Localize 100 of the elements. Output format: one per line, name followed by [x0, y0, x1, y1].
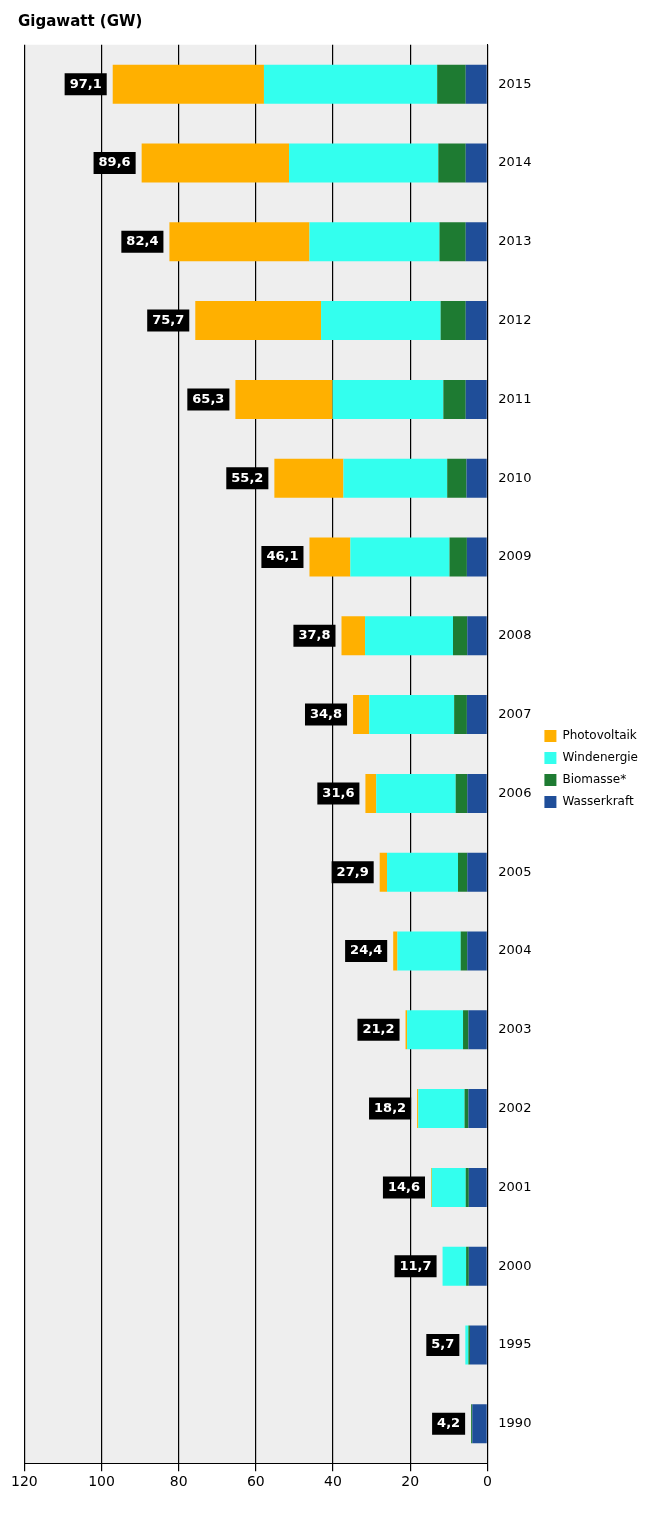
bar	[321, 301, 441, 341]
bar	[458, 852, 468, 892]
bar	[379, 852, 388, 892]
bar	[369, 695, 455, 735]
y-tick-label: 2004	[498, 942, 532, 958]
y-tick-label: 1995	[498, 1336, 532, 1352]
bar	[332, 379, 444, 419]
bar	[195, 301, 322, 341]
bar	[263, 64, 438, 104]
y-tick-label: 2001	[498, 1178, 532, 1194]
y-tick-label: 2000	[498, 1257, 532, 1273]
bar	[365, 616, 453, 656]
bar	[309, 222, 440, 262]
total-label: 75,7	[152, 311, 185, 327]
total-label: 21,2	[362, 1021, 395, 1037]
y-tick-label: 2014	[498, 154, 532, 170]
bar	[465, 222, 487, 262]
bar	[343, 458, 448, 498]
bar	[440, 301, 466, 341]
x-tick-label: 100	[88, 1473, 115, 1490]
bar	[467, 773, 487, 813]
total-label: 82,4	[126, 233, 159, 249]
total-label: 14,6	[387, 1178, 420, 1194]
y-tick-label: 2008	[498, 627, 532, 643]
bar	[466, 458, 487, 498]
bar	[468, 1089, 487, 1129]
bar	[466, 1246, 469, 1286]
y-tick-label: 2009	[498, 548, 532, 564]
bar	[465, 64, 487, 104]
bar	[465, 301, 487, 341]
bar	[438, 143, 466, 183]
total-label: 34,8	[309, 705, 343, 721]
bar	[468, 1246, 487, 1286]
y-tick-label: 2015	[498, 75, 532, 91]
bar	[442, 1246, 467, 1286]
bar	[443, 379, 466, 419]
x-tick-label: 20	[401, 1473, 420, 1490]
legend-label: Wasserkraft	[562, 794, 634, 809]
total-label: 31,6	[322, 784, 355, 800]
x-axis-title: Gigawatt (GW)	[17, 11, 144, 32]
bar	[393, 931, 398, 971]
bar	[418, 1089, 465, 1129]
y-tick-label: 2013	[498, 233, 532, 249]
total-label: 37,8	[298, 627, 331, 643]
bar	[274, 458, 344, 498]
bar	[449, 537, 467, 577]
y-tick-label: 2011	[498, 390, 532, 406]
total-label: 89,6	[98, 154, 131, 170]
x-tick-label: 0	[482, 1473, 492, 1490]
total-label: 55,2	[231, 469, 264, 485]
bar	[437, 64, 466, 104]
bar	[466, 695, 487, 735]
bar	[112, 64, 264, 104]
bar	[431, 1167, 466, 1207]
legend-label: Photovoltaik	[562, 728, 637, 743]
bar	[465, 379, 487, 419]
total-label: 24,4	[350, 942, 383, 958]
bar	[468, 1167, 487, 1207]
bar	[341, 616, 366, 656]
bar	[472, 1404, 487, 1444]
y-tick-label: 2010	[498, 469, 532, 485]
bar	[465, 143, 487, 183]
total-label: 18,2	[374, 1099, 407, 1115]
bar	[407, 1010, 464, 1050]
bar	[447, 458, 467, 498]
y-tick-label: 2002	[498, 1099, 532, 1115]
bar	[235, 379, 333, 419]
bar	[350, 537, 450, 577]
y-tick-label: 2005	[498, 863, 532, 879]
bar	[468, 1010, 487, 1050]
y-tick-label: 2006	[498, 784, 532, 800]
bar	[141, 143, 290, 183]
total-label: 5,7	[431, 1336, 455, 1352]
bar	[469, 1325, 487, 1365]
y-tick-label: 2003	[498, 1021, 532, 1037]
y-tick-label: 2007	[498, 705, 532, 721]
bar	[467, 852, 487, 892]
total-label: 65,3	[192, 390, 225, 406]
bar	[455, 773, 468, 813]
bar	[467, 931, 487, 971]
bar	[365, 773, 377, 813]
bar	[397, 931, 461, 971]
bar	[387, 852, 459, 892]
total-label: 46,1	[266, 548, 299, 564]
bar	[439, 222, 466, 262]
total-label: 11,7	[399, 1257, 432, 1273]
x-tick-label: 40	[324, 1473, 342, 1490]
bar	[460, 931, 468, 971]
bar	[169, 222, 310, 262]
x-tick-label: 120	[10, 1473, 38, 1490]
total-label: 27,9	[336, 863, 369, 879]
bar	[465, 1167, 469, 1207]
bar	[376, 773, 456, 813]
bar	[454, 695, 467, 735]
y-tick-label: 1990	[498, 1415, 532, 1431]
legend-label: Windenergie	[562, 750, 639, 765]
bar	[289, 143, 439, 183]
x-tick-label: 80	[169, 1473, 188, 1490]
total-label: 4,2	[437, 1415, 461, 1431]
bar	[452, 616, 468, 656]
